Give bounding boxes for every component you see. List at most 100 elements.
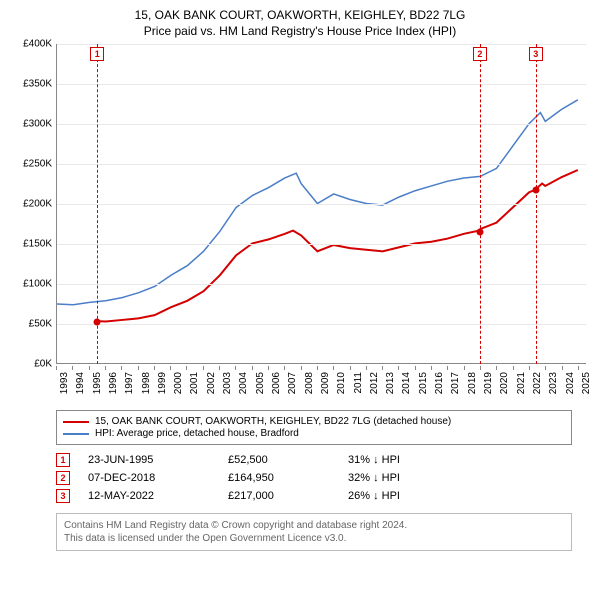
x-tick-label: 2005 bbox=[255, 372, 266, 394]
sales-table: 123-JUN-1995£52,50031% ↓ HPI 2 07-DEC-2018… bbox=[56, 453, 572, 503]
grid-line bbox=[57, 84, 586, 85]
legend-row-hpi: HPI: Average price, detached house, Brad… bbox=[63, 428, 565, 439]
x-tick-label: 2009 bbox=[320, 372, 331, 394]
x-tick-mark bbox=[545, 366, 546, 370]
x-tick-mark bbox=[186, 366, 187, 370]
x-tick-label: 2020 bbox=[499, 372, 510, 394]
x-tick-label: 2010 bbox=[336, 372, 347, 394]
x-tick-mark bbox=[284, 366, 285, 370]
x-tick-mark bbox=[72, 366, 73, 370]
x-tick-label: 2021 bbox=[516, 372, 527, 394]
grid-line bbox=[57, 324, 586, 325]
x-tick-mark bbox=[89, 366, 90, 370]
grid-line bbox=[57, 244, 586, 245]
x-tick-mark bbox=[578, 366, 579, 370]
sale-price: £164,950 bbox=[228, 472, 348, 484]
x-tick-mark bbox=[513, 366, 514, 370]
legend: 15, OAK BANK COURT, OAKWORTH, KEIGHLEY, … bbox=[56, 410, 572, 445]
sale-num-box: 2 bbox=[56, 471, 70, 485]
sale-row: 123-JUN-1995£52,50031% ↓ HPI bbox=[56, 453, 572, 467]
footer: Contains HM Land Registry data © Crown c… bbox=[56, 513, 572, 551]
title-address: 15, OAK BANK COURT, OAKWORTH, KEIGHLEY, … bbox=[10, 8, 590, 22]
x-tick-mark bbox=[154, 366, 155, 370]
sale-num-box: 3 bbox=[56, 489, 70, 503]
x-tick-label: 2023 bbox=[548, 372, 559, 394]
x-tick-mark bbox=[203, 366, 204, 370]
legend-swatch-hpi bbox=[63, 433, 89, 435]
x-tick-label: 1998 bbox=[141, 372, 152, 394]
x-tick-label: 2017 bbox=[450, 372, 461, 394]
grid-line bbox=[57, 44, 586, 45]
x-tick-mark bbox=[235, 366, 236, 370]
y-tick-label: £50K bbox=[10, 319, 52, 330]
x-tick-mark bbox=[268, 366, 269, 370]
sale-date: 07-DEC-2018 bbox=[88, 472, 228, 484]
legend-swatch-property bbox=[63, 421, 89, 423]
x-tick-label: 2000 bbox=[173, 372, 184, 394]
sale-marker-line bbox=[480, 44, 481, 364]
legend-label-property: 15, OAK BANK COURT, OAKWORTH, KEIGHLEY, … bbox=[95, 416, 451, 427]
sale-marker-box: 2 bbox=[473, 47, 487, 61]
y-tick-label: £150K bbox=[10, 239, 52, 250]
sale-diff: 32% ↓ HPI bbox=[348, 472, 400, 484]
x-tick-label: 2011 bbox=[353, 372, 364, 394]
x-tick-mark bbox=[382, 366, 383, 370]
x-tick-mark bbox=[447, 366, 448, 370]
x-tick-mark bbox=[350, 366, 351, 370]
sale-marker-dot bbox=[94, 319, 101, 326]
x-tick-mark bbox=[121, 366, 122, 370]
grid-line bbox=[57, 164, 586, 165]
x-tick-label: 2006 bbox=[271, 372, 282, 394]
y-tick-label: £400K bbox=[10, 39, 52, 50]
x-tick-label: 1994 bbox=[75, 372, 86, 394]
x-tick-mark bbox=[56, 366, 57, 370]
x-tick-label: 2008 bbox=[304, 372, 315, 394]
y-tick-label: £350K bbox=[10, 79, 52, 90]
sale-num-box: 1 bbox=[56, 453, 70, 467]
sale-marker-dot bbox=[476, 229, 483, 236]
x-tick-mark bbox=[464, 366, 465, 370]
grid-line bbox=[57, 284, 586, 285]
sale-price: £52,500 bbox=[228, 454, 348, 466]
sale-diff: 26% ↓ HPI bbox=[348, 490, 400, 502]
x-tick-mark bbox=[562, 366, 563, 370]
grid-line bbox=[57, 204, 586, 205]
sale-marker-box: 1 bbox=[90, 47, 104, 61]
x-tick-label: 2015 bbox=[418, 372, 429, 394]
sale-marker-dot bbox=[532, 187, 539, 194]
x-tick-mark bbox=[333, 366, 334, 370]
chart-area: £0K£50K£100K£150K£200K£250K£300K£350K£40… bbox=[10, 44, 590, 404]
plot-area: 1 2 3 bbox=[56, 44, 586, 364]
sale-date: 12-MAY-2022 bbox=[88, 490, 228, 502]
x-tick-label: 2014 bbox=[401, 372, 412, 394]
x-tick-label: 2012 bbox=[369, 372, 380, 394]
sale-diff: 31% ↓ HPI bbox=[348, 454, 400, 466]
y-tick-label: £200K bbox=[10, 199, 52, 210]
x-tick-mark bbox=[170, 366, 171, 370]
series-hpi bbox=[57, 100, 578, 305]
x-tick-mark bbox=[480, 366, 481, 370]
x-tick-mark bbox=[398, 366, 399, 370]
x-tick-mark bbox=[431, 366, 432, 370]
x-tick-label: 2003 bbox=[222, 372, 233, 394]
x-tick-mark bbox=[415, 366, 416, 370]
x-tick-label: 2013 bbox=[385, 372, 396, 394]
x-tick-label: 1996 bbox=[108, 372, 119, 394]
y-tick-label: £0K bbox=[10, 359, 52, 370]
footer-line2: This data is licensed under the Open Gov… bbox=[64, 532, 564, 545]
x-tick-mark bbox=[219, 366, 220, 370]
x-tick-mark bbox=[105, 366, 106, 370]
sale-marker-line bbox=[536, 44, 537, 364]
sale-marker-box: 3 bbox=[529, 47, 543, 61]
grid-line bbox=[57, 124, 586, 125]
x-tick-mark bbox=[301, 366, 302, 370]
x-tick-mark bbox=[317, 366, 318, 370]
y-axis: £0K£50K£100K£150K£200K£250K£300K£350K£40… bbox=[10, 44, 54, 364]
x-tick-mark bbox=[366, 366, 367, 370]
x-tick-label: 1999 bbox=[157, 372, 168, 394]
y-tick-label: £250K bbox=[10, 159, 52, 170]
x-tick-mark bbox=[496, 366, 497, 370]
y-tick-label: £100K bbox=[10, 279, 52, 290]
x-tick-label: 1993 bbox=[59, 372, 70, 394]
x-tick-label: 2024 bbox=[565, 372, 576, 394]
